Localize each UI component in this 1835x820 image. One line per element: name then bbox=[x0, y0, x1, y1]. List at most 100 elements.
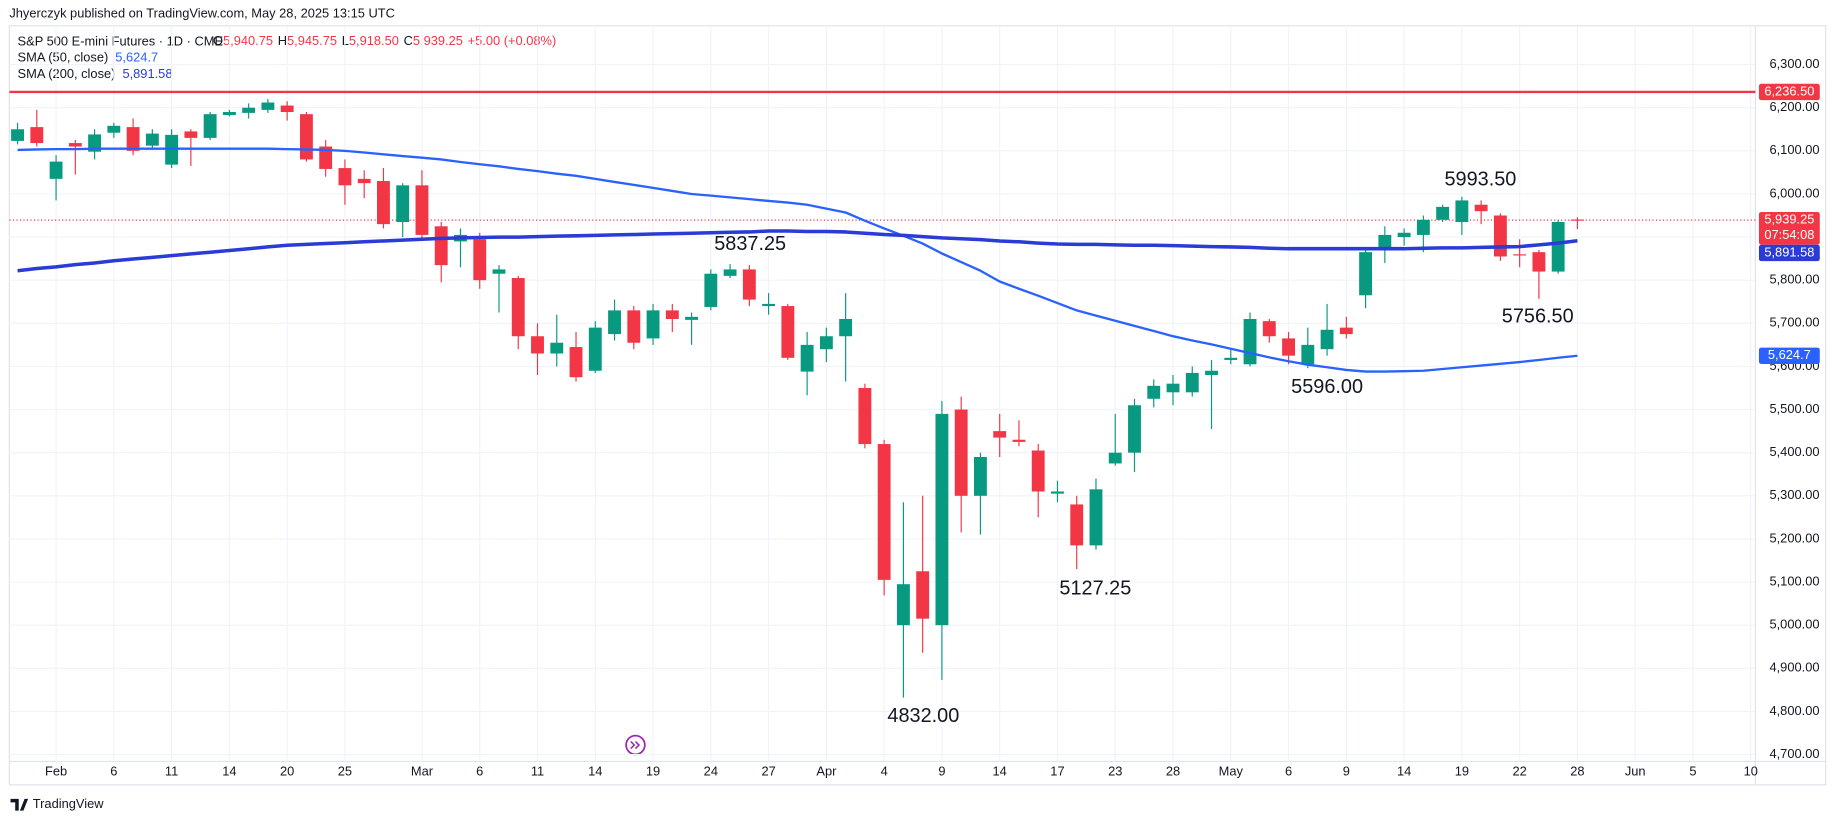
candle-body bbox=[30, 127, 44, 144]
ohlc-legend: O5,940.75H5,945.75L5,918.50C5,939.25+5.0… bbox=[213, 34, 556, 49]
y-tick-label: 5,700.00 bbox=[1769, 315, 1819, 330]
chart-frame bbox=[8, 25, 1827, 786]
sma-name: SMA (200, close) bbox=[18, 66, 116, 81]
x-tick-label: Feb bbox=[45, 763, 67, 778]
sma-legend: SMA (50, close) 5,624.7 bbox=[18, 50, 159, 65]
candle-body bbox=[1551, 221, 1565, 272]
x-tick-label: 20 bbox=[280, 763, 294, 778]
candle-body bbox=[1455, 200, 1469, 222]
candle-body bbox=[184, 131, 198, 138]
x-tick-label: 27 bbox=[761, 763, 775, 778]
sma-line bbox=[17, 229, 1578, 273]
candle-body bbox=[280, 105, 294, 113]
candle-body bbox=[685, 316, 699, 320]
x-tick-label: 14 bbox=[993, 763, 1007, 778]
x-tick-label: 17 bbox=[1050, 763, 1064, 778]
price-tag-label: 5,939.25 bbox=[1764, 212, 1814, 227]
x-tick-label: 19 bbox=[646, 763, 660, 778]
sma-value: 5,624.7 bbox=[115, 50, 158, 65]
price-annotation: 5993.50 bbox=[1444, 169, 1516, 191]
candle-body bbox=[839, 318, 853, 337]
candle-body bbox=[627, 310, 641, 343]
x-tick-label: 11 bbox=[165, 763, 178, 778]
x-tick-label: 23 bbox=[1108, 763, 1122, 778]
x-tick-label: 14 bbox=[588, 763, 602, 778]
y-tick-label: 5,800.00 bbox=[1769, 272, 1819, 287]
price-annotation: 5756.50 bbox=[1502, 306, 1574, 328]
candle-body bbox=[800, 344, 814, 372]
x-tick-label: May bbox=[1219, 763, 1244, 778]
candle-body bbox=[858, 387, 872, 445]
candle-body bbox=[1089, 489, 1103, 546]
candle-body bbox=[954, 409, 968, 496]
price-tag bbox=[1758, 83, 1820, 101]
y-tick-label: 5,300.00 bbox=[1769, 487, 1819, 502]
candle-body bbox=[916, 571, 930, 619]
ohlc-value: 5,918.50 bbox=[349, 34, 399, 49]
candle-body bbox=[1570, 219, 1584, 221]
x-tick-label: 9 bbox=[938, 763, 945, 778]
sma-value: 5,891.58 bbox=[122, 66, 172, 81]
candle-body bbox=[11, 129, 24, 141]
ohlc-value: 5,940.75 bbox=[223, 34, 273, 49]
candle-body bbox=[646, 310, 660, 339]
price-annotation: 5127.25 bbox=[1059, 577, 1131, 599]
candle-body bbox=[819, 336, 833, 350]
brand-name: TradingView bbox=[33, 796, 104, 811]
candle-body bbox=[511, 278, 525, 337]
y-tick-label: 5,100.00 bbox=[1769, 573, 1819, 588]
candle-body bbox=[1166, 383, 1180, 393]
ohlc-key: O bbox=[213, 34, 223, 49]
candle-body bbox=[396, 185, 410, 222]
price-tag-label: 5,624.7 bbox=[1768, 347, 1811, 362]
candle-body bbox=[107, 125, 121, 133]
candle-body bbox=[377, 181, 390, 225]
candle-body bbox=[1205, 370, 1218, 376]
candle-body bbox=[608, 310, 621, 335]
y-tick-label: 4,900.00 bbox=[1769, 660, 1819, 675]
candle-body bbox=[1262, 321, 1276, 337]
candle-body bbox=[1532, 252, 1546, 272]
candle-body bbox=[993, 431, 1007, 438]
price-tag bbox=[1758, 347, 1820, 364]
x-tick-label: 14 bbox=[222, 763, 236, 778]
price-tag bbox=[1758, 244, 1820, 262]
x-tick-label: 24 bbox=[704, 763, 718, 778]
y-tick-label: 6,200.00 bbox=[1769, 99, 1819, 114]
candle-body bbox=[531, 336, 544, 354]
price-annotation: 5837.25 bbox=[714, 233, 786, 255]
y-tick-label: 5,400.00 bbox=[1769, 444, 1819, 459]
chart-title: S&P 500 E-mini Futures · 1D · CME bbox=[18, 34, 224, 49]
candle-body bbox=[723, 269, 737, 276]
y-tick-label: 5,500.00 bbox=[1769, 401, 1819, 416]
x-tick-label: 28 bbox=[1570, 763, 1584, 778]
x-tick-label: Mar bbox=[411, 763, 434, 778]
price-tag-label: 6,236.50 bbox=[1764, 83, 1814, 98]
candle-body bbox=[665, 310, 679, 319]
x-tick-label: 6 bbox=[476, 763, 483, 778]
candle-body bbox=[319, 146, 333, 169]
candle-body bbox=[68, 143, 82, 147]
candle-body bbox=[1031, 450, 1045, 492]
x-tick-label: 10 bbox=[1744, 763, 1758, 778]
candle-body bbox=[742, 269, 756, 300]
sma-legend: SMA (200, close) 5,891.58 bbox=[18, 66, 173, 81]
x-tick-label: 6 bbox=[1285, 763, 1292, 778]
candle-body bbox=[1243, 318, 1257, 365]
price-annotation: 5596.00 bbox=[1291, 376, 1363, 398]
candle-body bbox=[49, 161, 63, 179]
candle-body bbox=[1474, 204, 1488, 212]
price-annotation: 4832.00 bbox=[887, 705, 959, 727]
candle-body bbox=[1320, 329, 1334, 350]
candle-body bbox=[1185, 372, 1199, 393]
x-tick-label: Jun bbox=[1625, 763, 1646, 778]
y-tick-label: 4,800.00 bbox=[1769, 703, 1819, 718]
candle-body bbox=[338, 168, 352, 186]
ohlc-value: 5,945.75 bbox=[287, 34, 337, 49]
candle-body bbox=[1147, 385, 1161, 399]
x-tick-label: 4 bbox=[881, 763, 888, 778]
candle-body bbox=[1436, 206, 1450, 220]
candle-body bbox=[1224, 357, 1238, 360]
candle-body bbox=[973, 456, 987, 496]
